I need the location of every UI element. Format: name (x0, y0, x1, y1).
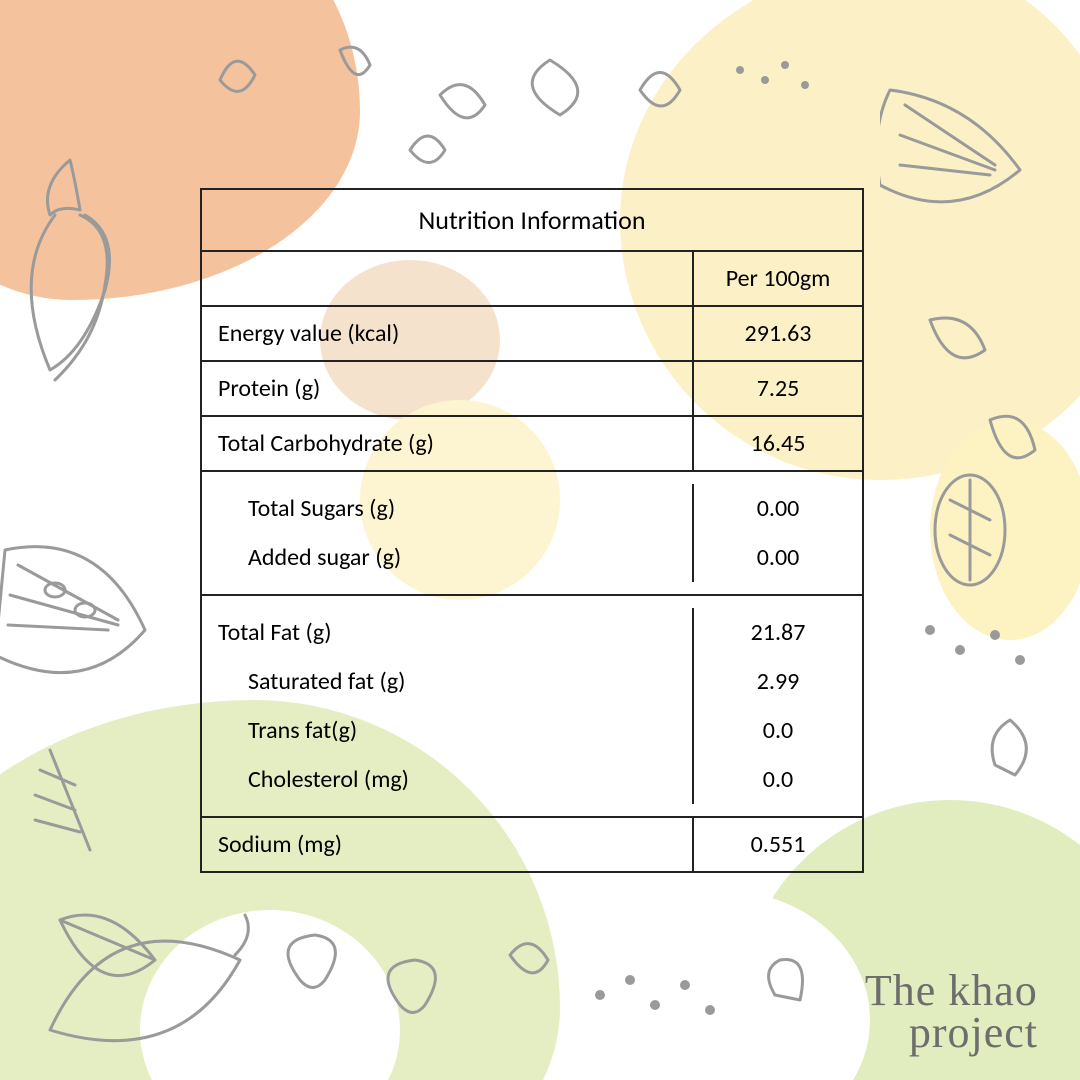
energy-row: Energy value (kcal) 291.63 (202, 307, 862, 362)
nutrition-table: Nutrition Information Per 100gm Energy v… (200, 188, 864, 873)
total-fat-row: Total Fat (g) 21.87 (202, 596, 862, 657)
total-sugars-row: Total Sugars (g) 0.00 (202, 472, 862, 533)
total-sugars-value: 0.00 (694, 484, 862, 533)
saturated-fat-label: Saturated fat (g) (202, 657, 694, 706)
blob-yellow-3 (930, 420, 1080, 640)
sugars-group: Total Sugars (g) 0.00 Added sugar (g) 0.… (202, 472, 862, 596)
added-sugar-label: Added sugar (g) (202, 533, 694, 582)
brand-line-2: project (865, 1012, 1038, 1054)
cholesterol-value: 0.0 (694, 755, 862, 804)
total-fat-label: Total Fat (g) (202, 608, 694, 657)
carbohydrate-value: 16.45 (694, 417, 862, 470)
protein-label: Protein (g) (202, 362, 694, 415)
cholesterol-label: Cholesterol (mg) (202, 755, 694, 804)
trans-fat-row: Trans fat(g) 0.0 (202, 706, 862, 755)
energy-label: Energy value (kcal) (202, 307, 694, 360)
trans-fat-label: Trans fat(g) (202, 706, 694, 755)
fat-group: Total Fat (g) 21.87 Saturated fat (g) 2.… (202, 596, 862, 818)
cholesterol-row: Cholesterol (mg) 0.0 (202, 755, 862, 816)
added-sugar-row: Added sugar (g) 0.00 (202, 533, 862, 594)
protein-row: Protein (g) 7.25 (202, 362, 862, 417)
nutrition-card: Nutrition Information Per 100gm Energy v… (0, 0, 1080, 1080)
blob-white-1 (0, 310, 160, 480)
carbohydrate-label: Total Carbohydrate (g) (202, 417, 694, 470)
carbohydrate-row: Total Carbohydrate (g) 16.45 (202, 417, 862, 472)
sodium-row: Sodium (mg) 0.551 (202, 818, 862, 871)
sodium-value: 0.551 (694, 818, 862, 871)
per-100g-header: Per 100gm (694, 252, 862, 305)
protein-value: 7.25 (694, 362, 862, 415)
brand-logo: The khao project (865, 970, 1038, 1054)
blank-header-cell (202, 252, 694, 305)
added-sugar-value: 0.00 (694, 533, 862, 582)
column-header-row: Per 100gm (202, 252, 862, 307)
total-sugars-label: Total Sugars (g) (202, 484, 694, 533)
lime-slice-icon (0, 540, 180, 720)
saturated-fat-row: Saturated fat (g) 2.99 (202, 657, 862, 706)
trans-fat-value: 0.0 (694, 706, 862, 755)
saturated-fat-value: 2.99 (694, 657, 862, 706)
table-title: Nutrition Information (202, 190, 862, 252)
energy-value: 291.63 (694, 307, 862, 360)
total-fat-value: 21.87 (694, 608, 862, 657)
sodium-label: Sodium (mg) (202, 818, 694, 871)
